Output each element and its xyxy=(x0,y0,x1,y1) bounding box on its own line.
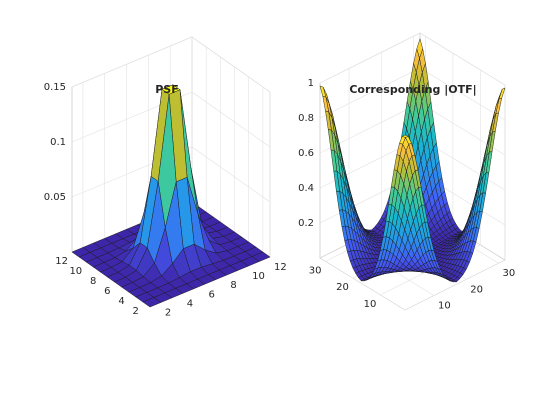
psf-y-tick-label: 6 xyxy=(104,286,110,297)
otf-z-tick-label: 0.2 xyxy=(298,218,314,229)
otf-z-tick-label: 0.8 xyxy=(298,113,314,124)
otf-surface-face xyxy=(402,134,409,138)
psf-z-tick-label: 0.15 xyxy=(44,82,66,93)
otf-y-tick-label: 30 xyxy=(309,265,322,276)
otf-z-tick-label: 0.6 xyxy=(298,148,314,159)
psf-y-tick-label: 8 xyxy=(90,276,96,287)
otf-ygrid-line xyxy=(380,69,481,296)
psf-surface-face xyxy=(142,297,162,308)
otf-zgrid-line xyxy=(319,32,506,86)
psf-x-tick-label: 6 xyxy=(209,289,215,300)
otf-x-tick-label: 10 xyxy=(438,300,451,311)
psf-z-tick-label: 0.05 xyxy=(44,192,66,203)
psf-x-tick-label: 8 xyxy=(230,280,236,291)
psf-z-tick-label: 0.1 xyxy=(50,137,66,148)
psf-y-tick-label: 2 xyxy=(133,306,139,317)
otf-x-tick-label: 20 xyxy=(470,284,483,295)
psf-x-tick-label: 2 xyxy=(165,307,171,318)
otf-x-tick-label: 30 xyxy=(503,268,516,279)
otf-title: Corresponding |OTF| xyxy=(349,83,476,96)
psf-y-tick-label: 4 xyxy=(118,296,124,307)
otf-z-tick-label: 1 xyxy=(308,78,314,89)
psf-y-tick-label: 10 xyxy=(69,266,82,277)
otf-y-tick-label: 20 xyxy=(336,282,349,293)
psf-x-tick-label: 12 xyxy=(274,262,287,273)
psf-x-tick-label: 10 xyxy=(252,271,265,282)
psf-title: PSF xyxy=(155,83,179,96)
psf-y-tick-label: 12 xyxy=(55,256,68,267)
otf-y-tick-label: 10 xyxy=(364,299,377,310)
psf-x-tick-label: 4 xyxy=(187,298,193,309)
otf-surface-axes: 0.2 0.4 0.6 0.8 1 10 20 30 10 20 30 Corresponding |… xyxy=(298,32,516,311)
otf-z-tick-label: 0.4 xyxy=(298,183,314,194)
